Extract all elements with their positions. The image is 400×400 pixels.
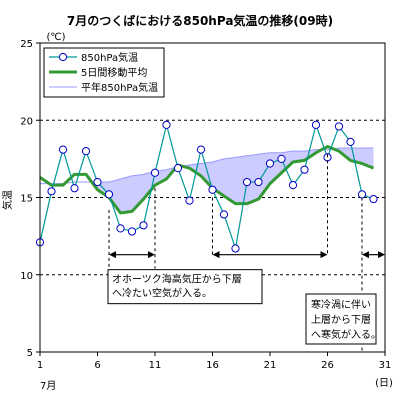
month-label: 7月 (40, 380, 56, 392)
anno3-text-line-0: 寒冷渦に伴い (311, 298, 371, 311)
observed-point-day-16 (208, 185, 217, 194)
chart-title: 7月のつくばにおける850hPa気温の推移(09時) (67, 13, 333, 28)
observed-point-day-7 (104, 190, 114, 199)
observed-point-day-10 (139, 221, 148, 230)
observed-point-day-29 (357, 190, 367, 199)
y-tick-label-10: 10 (20, 271, 33, 282)
anno1-text-line-0: オホーツク海高気圧から下層 (112, 273, 242, 286)
y-axis-label: 気温 (1, 190, 14, 210)
observed-point-day-2 (47, 187, 56, 196)
observed-point-day-24 (300, 165, 309, 174)
series-line-moving-average (39, 145, 375, 215)
anno3-box (305, 293, 377, 345)
observed-point-day-3 (58, 145, 68, 154)
y-unit-label: (℃) (46, 32, 65, 43)
y-tick-label-15: 15 (20, 194, 33, 205)
observed-point-day-19 (242, 177, 252, 187)
anno1-text-line-1: へ冷たい空気が入る。 (112, 287, 212, 300)
anno1-arrow-head-right (148, 251, 155, 259)
x-unit-label: (日) (375, 378, 393, 389)
y-tick-label-25: 25 (20, 39, 33, 50)
anno3-text-line-1: 上層から下層 (311, 314, 371, 326)
observed-point-day-5 (81, 147, 91, 156)
observed-point-day-9 (127, 227, 137, 236)
observed-point-day-14 (185, 196, 194, 205)
observed-point-day-28 (346, 137, 355, 146)
anno1-arrow-head-left (109, 251, 116, 259)
observed-point-day-6 (93, 177, 102, 187)
anno3-text-line-2: へ寒気が入る。 (311, 328, 381, 341)
observed-point-day-4 (70, 184, 79, 193)
y-tick-label-20: 20 (20, 116, 33, 127)
observed-point-day-20 (254, 177, 263, 187)
observed-point-day-12 (162, 120, 171, 129)
legend-marker-observed (58, 52, 68, 62)
series-layer (35, 120, 378, 253)
x-tick-label-21: 21 (264, 360, 277, 371)
x-tick-label-16: 16 (206, 360, 219, 371)
observed-point-day-27 (334, 122, 344, 131)
anno1-box (107, 269, 263, 305)
anno3-arrow-head-right (378, 251, 385, 259)
observed-point-day-11 (150, 168, 160, 177)
observed-point-day-17 (219, 210, 229, 219)
observed-point-day-30 (369, 194, 378, 204)
series-line-observed (39, 122, 374, 249)
observed-point-day-13 (173, 164, 183, 173)
observed-point-day-22 (277, 154, 286, 163)
plot-frame (36, 42, 386, 356)
observed-point-day-21 (265, 159, 275, 168)
observed-point-day-23 (288, 181, 298, 190)
annotations: オホーツク海高気圧から下層へ冷たい空気が入る。寒冷渦に伴い上層から下層へ寒気が入… (107, 154, 385, 352)
x-tick-label-31: 31 (379, 360, 392, 371)
anno3-arrow-head-left (362, 251, 369, 259)
y-tick-label-5: 5 (27, 348, 33, 359)
observed-point-day-15 (196, 145, 206, 154)
observed-point-day-8 (116, 224, 125, 233)
x-tick-label-11: 11 (149, 360, 162, 371)
anno2-arrow-head-right (320, 251, 328, 259)
observed-point-day-25 (311, 120, 321, 129)
legend-label-normal: 平年850hPa気温 (81, 81, 158, 94)
anno2-arrow-head-left (212, 251, 220, 259)
x-tick-label-6: 6 (94, 360, 100, 371)
x-tick-label-26: 26 (321, 360, 334, 371)
observed-point-day-18 (231, 244, 240, 253)
legend-label-moving-average: 5日間移動平均 (81, 66, 147, 79)
x-tick-label-1: 1 (37, 360, 43, 371)
legend-label-observed: 850hPa気温 (81, 51, 138, 64)
